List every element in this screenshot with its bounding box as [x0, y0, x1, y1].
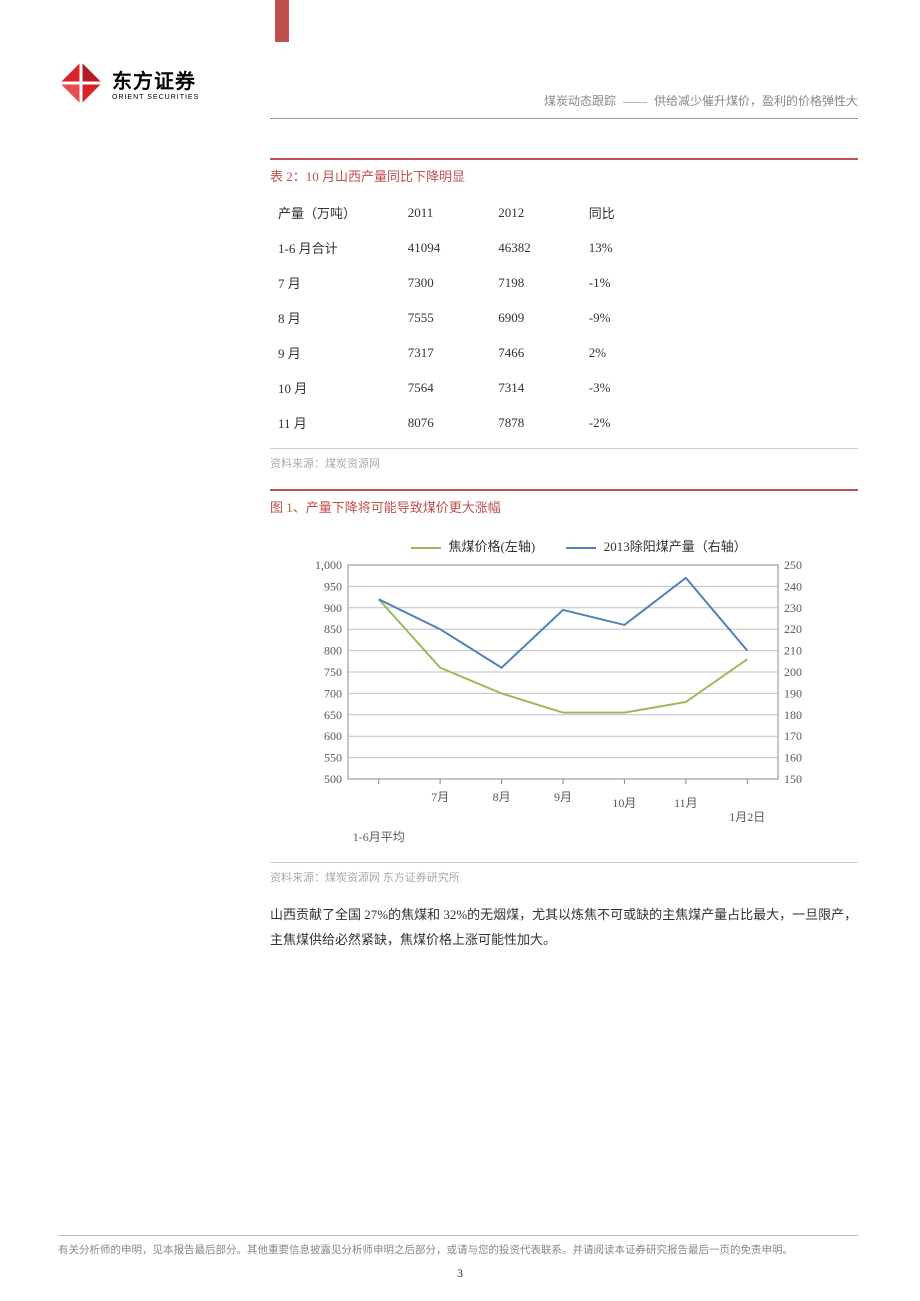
- legend-label-0: 焦煤价格(左轴): [449, 539, 536, 554]
- doc-title-tail: 供给减少催升煤价，盈利的价格弹性大: [654, 94, 858, 108]
- table-row: 7 月 7300 7198 -1%: [270, 265, 682, 300]
- svg-text:650: 650: [324, 708, 342, 722]
- figure1-chart: 500 550 600 650 700 750 800 850 900 950 1,000 150 16…: [300, 559, 820, 849]
- separator: ——: [623, 94, 647, 108]
- logo: 东方证券 ORIENT SECURITIES: [58, 60, 199, 106]
- body-paragraph: 山西贡献了全国 27%的焦煤和 32%的无烟煤，尤其以炼焦不可或缺的主焦煤产量占…: [270, 903, 858, 952]
- svg-text:800: 800: [324, 644, 342, 658]
- table-row: 8 月 7555 6909 -9%: [270, 300, 682, 335]
- table2-caption: 表 2：10 月山西产量同比下降明显: [270, 166, 858, 185]
- svg-text:210: 210: [784, 644, 802, 658]
- table-row: 11 月 8076 7878 -2%: [270, 405, 682, 440]
- th-0: 产量（万吨）: [270, 195, 402, 230]
- svg-text:1-6月平均: 1-6月平均: [353, 830, 405, 844]
- svg-text:10月: 10月: [612, 796, 636, 810]
- svg-text:170: 170: [784, 729, 802, 743]
- table-header-row: 产量（万吨） 2011 2012 同比: [270, 195, 682, 230]
- main-content: 表 2：10 月山西产量同比下降明显 产量（万吨） 2011 2012 同比 1…: [270, 158, 858, 952]
- legend-swatch-0: [411, 547, 441, 549]
- svg-text:600: 600: [324, 729, 342, 743]
- header-subtitle: 煤炭动态跟踪 —— 供给减少催升煤价，盈利的价格弹性大: [544, 92, 858, 109]
- svg-text:250: 250: [784, 559, 802, 572]
- svg-text:7月: 7月: [431, 790, 449, 804]
- svg-text:8月: 8月: [493, 790, 511, 804]
- svg-text:240: 240: [784, 579, 802, 593]
- svg-text:220: 220: [784, 622, 802, 636]
- legend-item-1: 2013除阳煤产量（右轴）: [566, 539, 746, 554]
- table-row: 9 月 7317 7466 2%: [270, 335, 682, 370]
- th-2: 2012: [492, 195, 583, 230]
- figure1-bottom-rule: [270, 862, 858, 863]
- svg-text:950: 950: [324, 579, 342, 593]
- svg-text:500: 500: [324, 772, 342, 786]
- logo-mark: [58, 60, 104, 106]
- svg-text:11月: 11月: [674, 796, 698, 810]
- table2-top-rule: [270, 158, 858, 160]
- svg-text:1月2日: 1月2日: [729, 810, 765, 824]
- table2: 产量（万吨） 2011 2012 同比 1-6 月合计 41094 46382 …: [270, 195, 682, 440]
- svg-text:150: 150: [784, 772, 802, 786]
- logo-text-cn: 东方证券: [112, 65, 199, 94]
- svg-text:850: 850: [324, 622, 342, 636]
- legend-swatch-1: [566, 547, 596, 549]
- chart-legend: 焦煤价格(左轴) 2013除阳煤产量（右轴）: [300, 536, 858, 555]
- svg-text:700: 700: [324, 686, 342, 700]
- th-3: 同比: [583, 195, 682, 230]
- th-1: 2011: [402, 195, 493, 230]
- figure1-caption: 图 1、产量下降将可能导致煤价更大涨幅: [270, 497, 858, 516]
- table-row: 10 月 7564 7314 -3%: [270, 370, 682, 405]
- svg-text:900: 900: [324, 601, 342, 615]
- table2-bottom-rule: [270, 448, 858, 449]
- logo-text-en: ORIENT SECURITIES: [112, 94, 199, 101]
- top-accent-bar: [275, 0, 289, 42]
- legend-label-1: 2013除阳煤产量（右轴）: [604, 539, 747, 554]
- svg-text:200: 200: [784, 665, 802, 679]
- table-row: 1-6 月合计 41094 46382 13%: [270, 230, 682, 265]
- svg-text:9月: 9月: [554, 790, 572, 804]
- figure1-source: 资料来源：煤炭资源网 东方证券研究所: [270, 869, 858, 885]
- svg-text:750: 750: [324, 665, 342, 679]
- figure1-top-rule: [270, 489, 858, 491]
- legend-item-0: 焦煤价格(左轴): [411, 539, 538, 554]
- svg-text:230: 230: [784, 601, 802, 615]
- svg-text:1,000: 1,000: [315, 559, 342, 572]
- page-number: 3: [0, 1266, 920, 1281]
- svg-text:180: 180: [784, 708, 802, 722]
- figure1-chart-wrap: 焦煤价格(左轴) 2013除阳煤产量（右轴） 500 550 600 650 700 75…: [270, 526, 858, 854]
- header-underline: [270, 118, 858, 119]
- doc-category: 煤炭动态跟踪: [544, 94, 616, 108]
- svg-text:550: 550: [324, 751, 342, 765]
- svg-text:190: 190: [784, 686, 802, 700]
- table2-source: 资料来源：煤炭资源网: [270, 455, 858, 471]
- svg-text:160: 160: [784, 751, 802, 765]
- footer-disclaimer: 有关分析师的申明，见本报告最后部分。其他重要信息披露见分析师申明之后部分，或请与…: [58, 1235, 858, 1257]
